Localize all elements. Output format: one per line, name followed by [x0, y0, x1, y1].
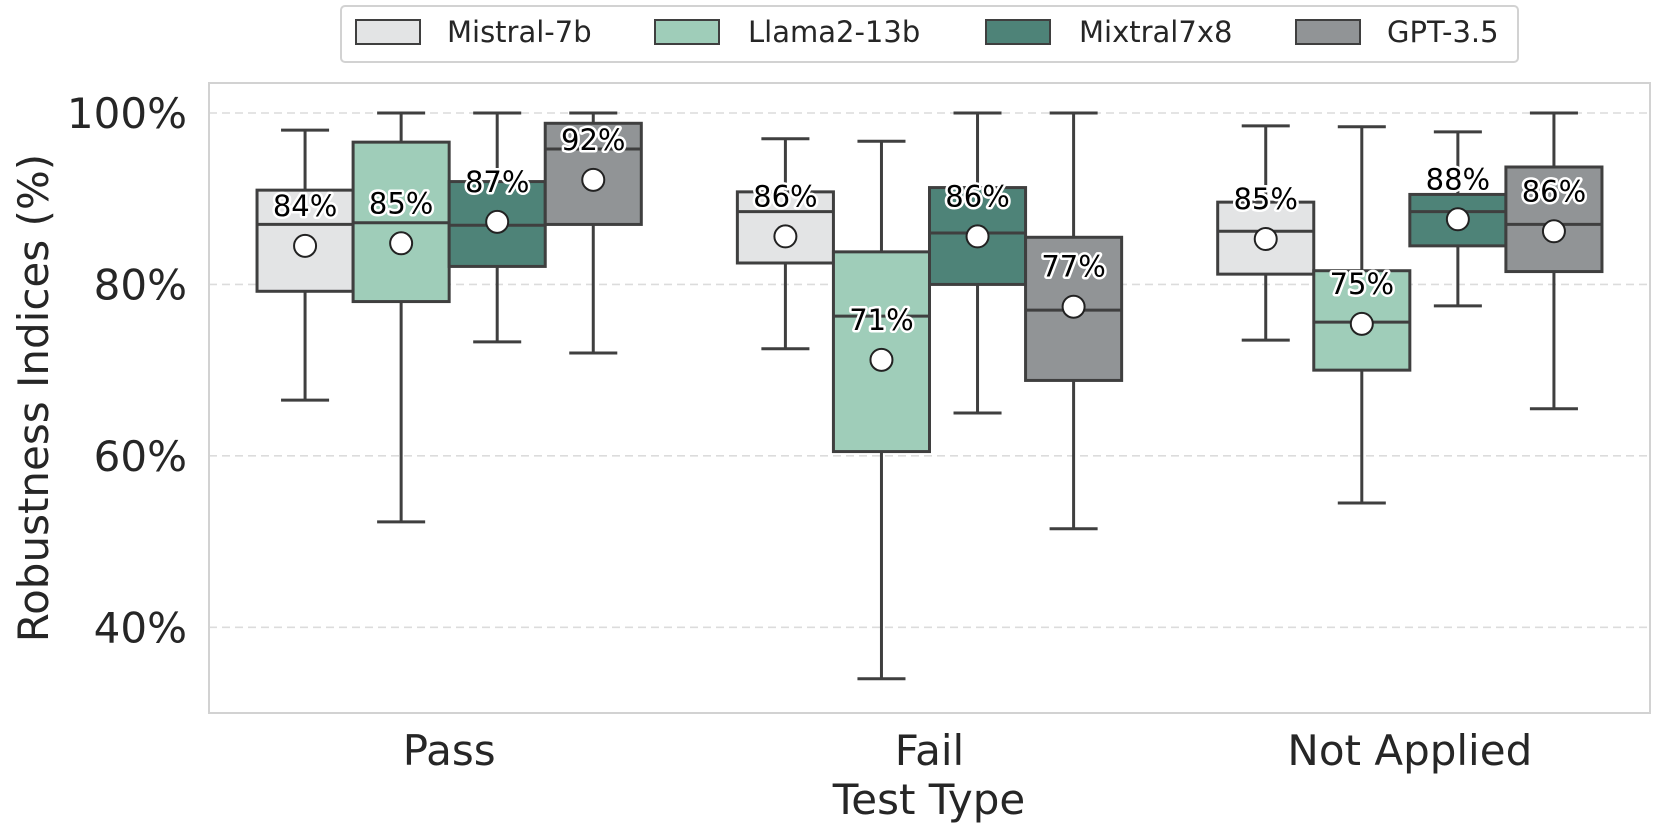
mean-marker [389, 231, 414, 256]
legend-swatch [985, 19, 1051, 45]
legend-swatch [1295, 19, 1361, 45]
boxes [255, 111, 1604, 681]
box-GPT-3.5-Not Applied [1504, 111, 1604, 411]
mean-label: 77% [1041, 250, 1105, 284]
legend-frame [340, 5, 1519, 63]
mean-marker [1253, 227, 1278, 251]
legend-swatch [654, 19, 720, 45]
box-Mistral-7b-Fail [735, 137, 835, 351]
box-GPT-3.5-Fail [1024, 111, 1124, 531]
box-Mistral-7b-Not Applied [1216, 124, 1316, 342]
mean-label: 85% [369, 186, 433, 220]
mean-label: 84% [273, 189, 337, 223]
mean-marker [581, 167, 606, 192]
x-tick-label: Fail [895, 726, 964, 775]
box-Mixtral7x8-Fail [928, 111, 1028, 415]
x-axis-ticks: Pass Fail Not Applied [403, 726, 1533, 775]
box-Llama2-13b-Not Applied [1312, 125, 1412, 505]
box-Llama2-13b-Fail [831, 139, 932, 681]
mean-label: 92% [561, 123, 625, 157]
mean-label: 86% [753, 179, 817, 213]
mean-label: 87% [465, 165, 529, 199]
y-tick-label: 40% [94, 603, 187, 652]
y-tick-label: 60% [94, 432, 187, 481]
legend-item-Mixtral7x8: Mixtral7x8 [985, 15, 1232, 49]
legend-item-Mistral-7b: Mistral-7b [355, 15, 592, 49]
y-axis-title: Robustness Indices (%) [9, 154, 58, 642]
box-Mixtral7x8-Pass [447, 111, 547, 344]
box-Mixtral7x8-Not Applied [1408, 130, 1508, 308]
mean-marker [485, 209, 510, 234]
mean-label: 88% [1426, 162, 1490, 196]
box-GPT-3.5-Pass [543, 111, 643, 355]
mean-label: 86% [945, 179, 1009, 213]
legend-item-GPT-3.5: GPT-3.5 [1295, 15, 1499, 49]
mean-label: 75% [1330, 267, 1394, 301]
plot-area-frame [208, 82, 1651, 714]
mean-marker [293, 233, 318, 258]
legend: Mistral-7b Llama2-13b Mixtral7x8 GPT-3.5 [340, 5, 1519, 63]
y-tick-label: 100% [67, 89, 187, 138]
mean-label: 86% [1522, 174, 1586, 208]
mean-labels: 84% 85% 87% 92% 86% 71% 86% 77% 85% 75% 88% 86% [270, 120, 1588, 339]
legend-item-Llama2-13b: Llama2-13b [654, 15, 920, 49]
mean-marker [1445, 207, 1470, 232]
mean-marker [1349, 311, 1374, 336]
mean-marker [773, 224, 798, 249]
mean-marker [869, 347, 894, 372]
mean-marker [1061, 294, 1086, 319]
legend-label: Llama2-13b [748, 15, 920, 49]
y-axis-ticks: 40% 60% 80% 100% [67, 89, 187, 652]
x-axis-title: Test Type [832, 775, 1026, 824]
legend-label: Mistral-7b [447, 15, 592, 49]
mean-label: 85% [1233, 182, 1297, 216]
iqr-box [1504, 165, 1604, 274]
y-tick-label: 80% [94, 260, 187, 309]
box-Llama2-13b-Pass [351, 111, 451, 524]
mean-label: 71% [849, 303, 913, 337]
legend-swatch [355, 19, 421, 45]
mean-marker [1541, 219, 1566, 244]
mean-marker [965, 224, 990, 249]
legend-label: Mixtral7x8 [1079, 15, 1232, 49]
iqr-box [1216, 200, 1316, 276]
x-tick-label: Pass [403, 726, 496, 775]
x-tick-label: Not Applied [1287, 726, 1532, 775]
legend-label: GPT-3.5 [1387, 15, 1499, 49]
box-Mistral-7b-Pass [255, 128, 355, 402]
